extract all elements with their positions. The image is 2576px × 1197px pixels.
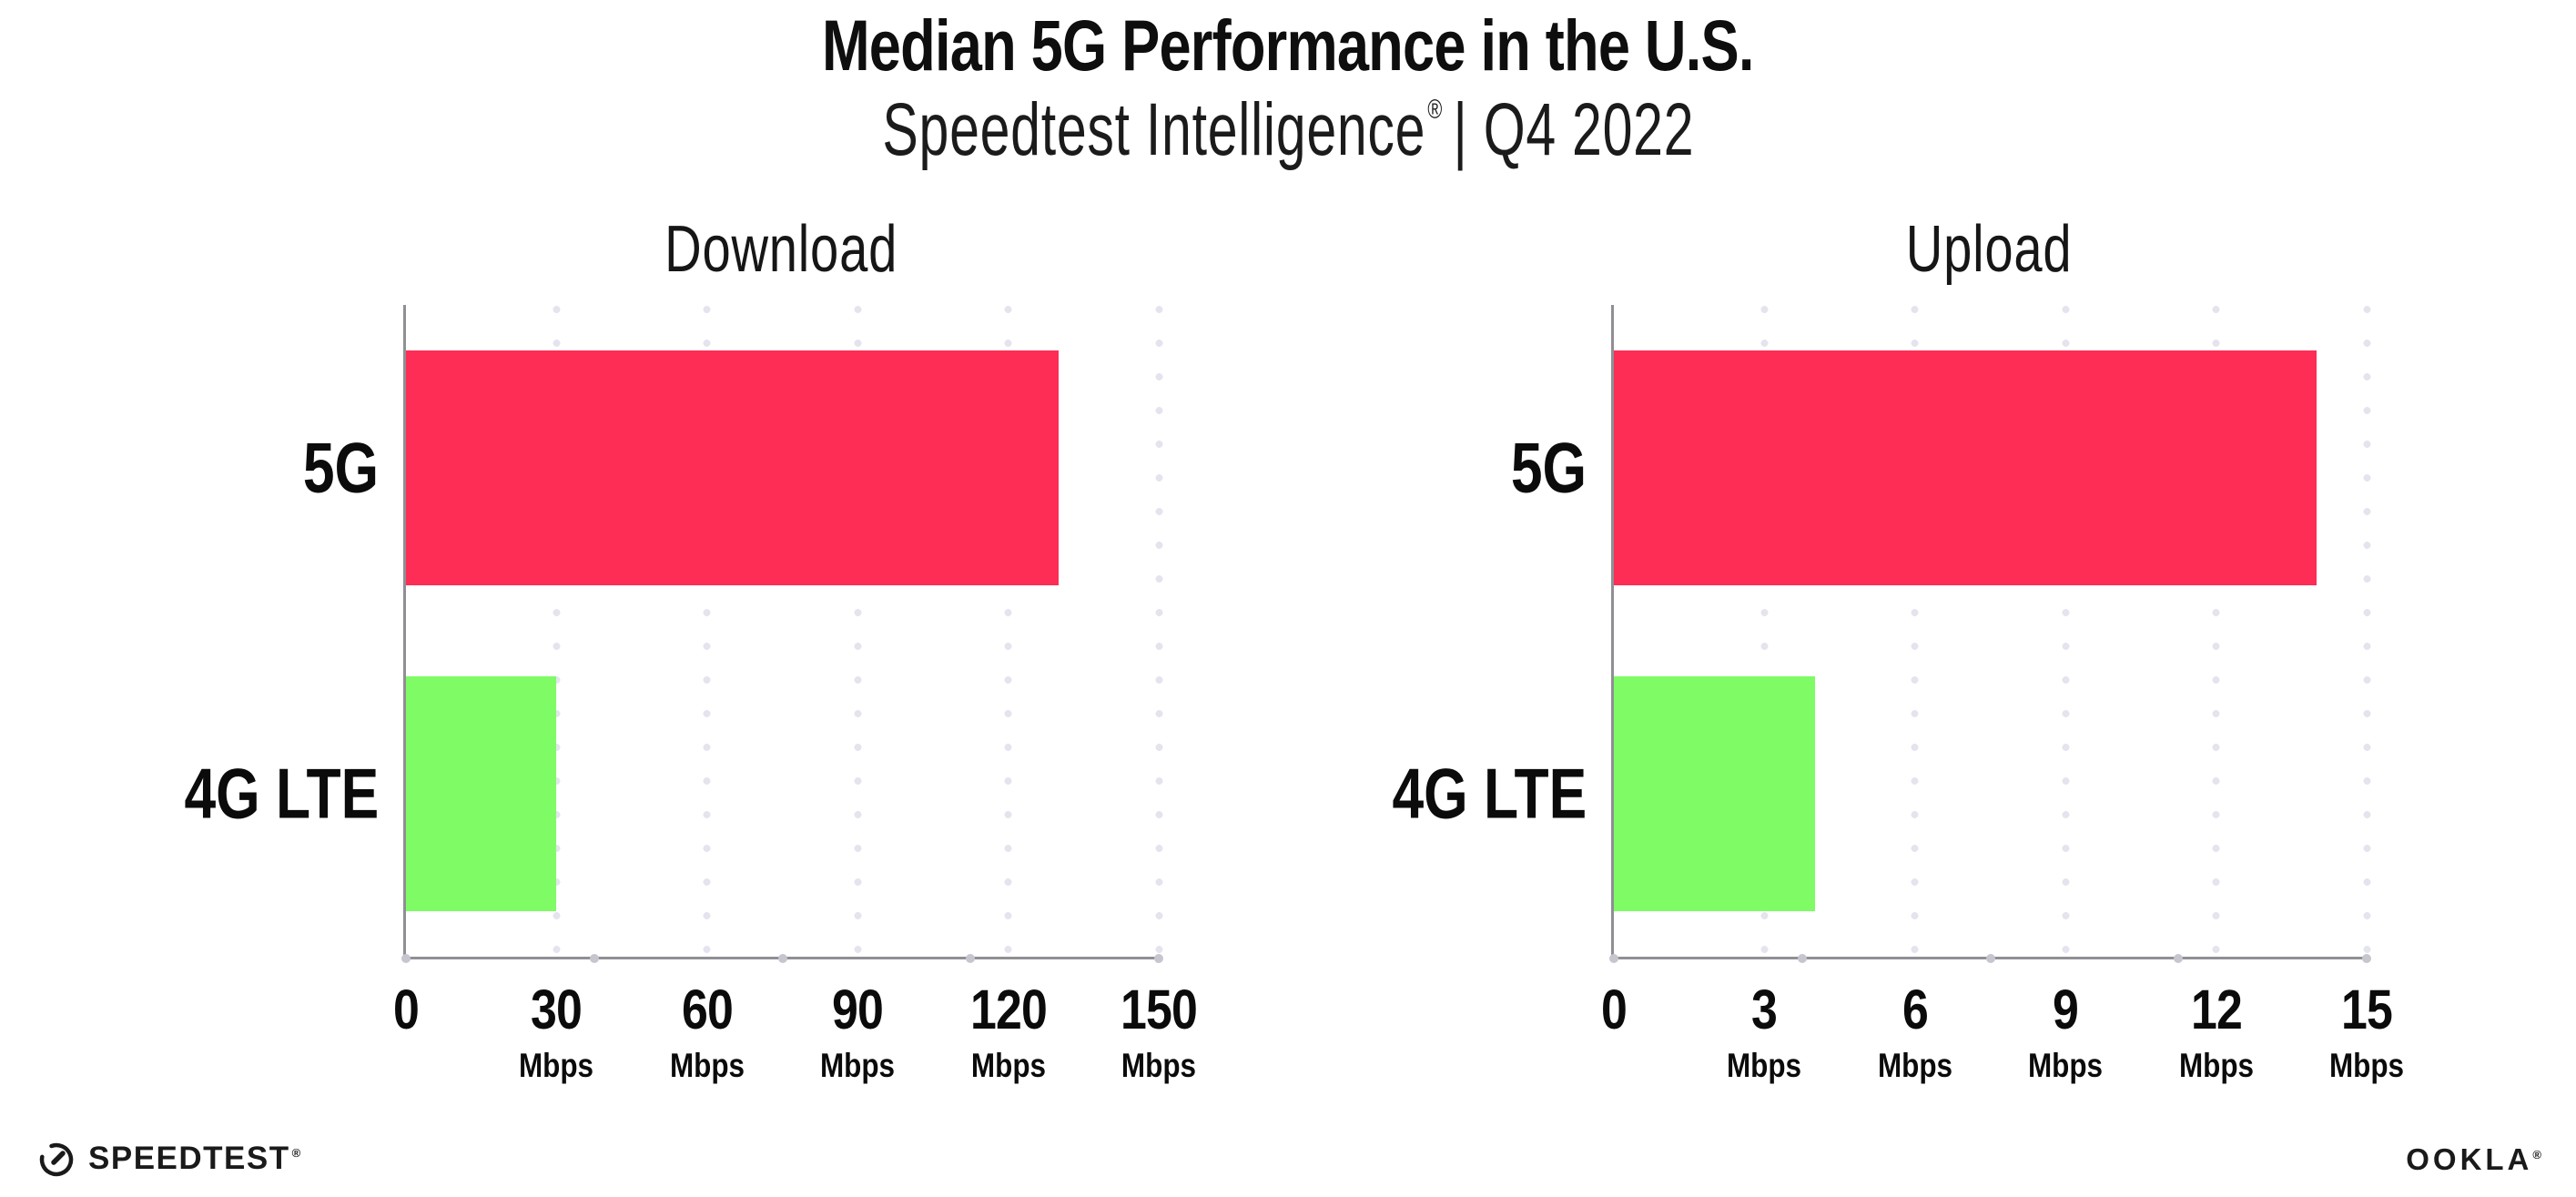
axis-tick-dot (1985, 954, 1995, 963)
page-subtitle: Speedtest Intelligence® | Q4 2022 (0, 87, 2576, 173)
axis-tick-dot (1609, 954, 1618, 963)
x-tick-value: 15 (2341, 979, 2393, 1040)
x-tick-unit: Mbps (1727, 1047, 1802, 1084)
gridline (703, 305, 712, 957)
x-tick-value: 3 (1751, 979, 1778, 1040)
upload-plot-area: 0 3 Mbps 6 Mbps 9 Mbps 12 Mbps 15 Mbps 5G 4G LTE (1392, 305, 2404, 1082)
x-tick-value: 0 (1601, 979, 1628, 1040)
x-tick-value: 30 (531, 979, 583, 1040)
category-label-5g: 5G (302, 427, 379, 508)
registered-mark: ® (1427, 95, 1443, 125)
x-tick-label: 3 Mbps (1727, 979, 1802, 1084)
download-plot-area: 0 30 Mbps 60 Mbps 90 Mbps 120 Mbps 150 Mbps 5G 4G LT… (184, 305, 1198, 1082)
download-chart-title-text: Download (664, 213, 898, 286)
x-tick-label: 0 (1601, 979, 1628, 1040)
speedtest-wordmark: SPEEDTEST ® (88, 1141, 302, 1177)
x-tick-value: 150 (1121, 979, 1198, 1040)
speedtest-wordmark-text: SPEEDTEST (88, 1141, 290, 1176)
x-tick-value: 12 (2190, 979, 2243, 1040)
gridline (1154, 305, 1163, 957)
upload-chart: Upload 0 3 Mbps 6 Mbps 9 Mbps 12 Mbps 15 Mbps 5G 4G … (1392, 213, 2404, 1082)
page-title: Median 5G Performance in the U.S. (0, 4, 2576, 87)
axis-tick-dot (1154, 954, 1163, 963)
x-tick-label: 60 Mbps (669, 979, 745, 1084)
x-tick-label: 6 Mbps (1877, 979, 1952, 1084)
axis-tick-dot (1797, 954, 1807, 963)
speedtest-gauge-icon (39, 1142, 74, 1177)
speedtest-logo: SPEEDTEST ® (36, 1139, 302, 1179)
x-tick-label: 150 Mbps (1121, 979, 1198, 1084)
subtitle-brand: Speedtest Intelligence (882, 88, 1425, 171)
x-tick-label: 0 (393, 979, 420, 1040)
x-tick-label: 90 Mbps (820, 979, 896, 1084)
gridline (853, 305, 862, 957)
upload-chart-title: Upload (1611, 212, 2367, 287)
x-tick-value: 0 (393, 979, 420, 1040)
ookla-registered-mark: ® (2532, 1148, 2545, 1161)
axis-tick-dot (777, 954, 787, 963)
bar-5g (1614, 350, 2317, 585)
x-tick-unit: Mbps (1877, 1047, 1952, 1084)
x-tick-unit: Mbps (970, 1047, 1046, 1084)
gridline (552, 305, 561, 957)
axis-tick-dot (401, 954, 411, 963)
download-chart: Download 0 30 Mbps 60 Mbps 90 Mbps 120 Mbps 150 Mb… (184, 213, 1198, 1082)
download-chart-title: Download (403, 212, 1159, 287)
gridline (1004, 305, 1013, 957)
category-label-4g-lte: 4G LTE (184, 753, 379, 834)
x-tick-value: 9 (2053, 979, 2079, 1040)
x-tick-unit: Mbps (2328, 1047, 2405, 1084)
ookla-logo: OOKLA® (2406, 1142, 2545, 1177)
bar-4g-lte (406, 676, 557, 911)
x-tick-label: 9 Mbps (2028, 979, 2104, 1084)
ookla-wordmark-text: OOKLA (2406, 1142, 2533, 1176)
gridline (1760, 305, 1769, 957)
gridline (1911, 305, 1920, 957)
gridline (2061, 305, 2070, 957)
x-tick-unit: Mbps (2178, 1047, 2254, 1084)
bar-5g (406, 350, 1059, 585)
axis-tick-dot (589, 954, 599, 963)
axis-tick-dot (966, 954, 976, 963)
x-tick-value: 90 (832, 979, 884, 1040)
gridline (2212, 305, 2221, 957)
x-tick-unit: Mbps (669, 1047, 745, 1084)
x-tick-unit: Mbps (1121, 1047, 1197, 1084)
x-tick-label: 30 Mbps (519, 979, 594, 1084)
x-tick-unit: Mbps (519, 1047, 594, 1084)
subtitle-period: | Q4 2022 (1453, 88, 1694, 171)
axis-tick-dot (2362, 954, 2371, 963)
x-tick-unit: Mbps (2028, 1047, 2104, 1084)
gridline (2362, 305, 2371, 957)
page-subtitle-text: Speedtest Intelligence® | Q4 2022 (882, 87, 1694, 173)
category-label-5g: 5G (1510, 427, 1587, 508)
bar-4g-lte (1614, 676, 1815, 911)
x-tick-value: 6 (1902, 979, 1929, 1040)
axis-tick-dot (2174, 954, 2184, 963)
x-tick-value: 60 (681, 979, 734, 1040)
x-tick-unit: Mbps (820, 1047, 896, 1084)
upload-chart-title-text: Upload (1905, 213, 2073, 286)
x-tick-value: 120 (969, 979, 1048, 1040)
speedtest-registered-mark: ® (291, 1146, 302, 1160)
x-tick-label: 12 Mbps (2178, 979, 2254, 1084)
page-title-text: Median 5G Performance in the U.S. (822, 5, 1754, 86)
category-label-4g-lte: 4G LTE (1392, 753, 1587, 834)
x-tick-label: 15 Mbps (2328, 979, 2405, 1084)
x-tick-label: 120 Mbps (969, 979, 1048, 1084)
